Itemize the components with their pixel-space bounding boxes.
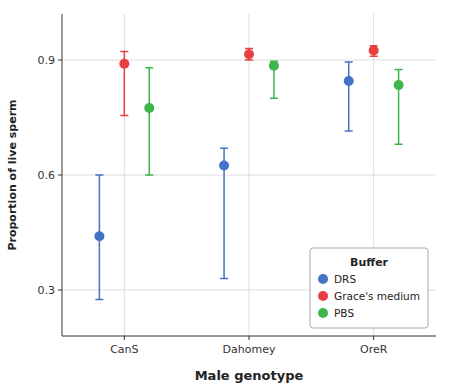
y-tick-label: 0.6 <box>38 169 56 182</box>
y-tick <box>58 175 62 176</box>
point <box>269 61 279 71</box>
x-grid-line <box>249 14 250 336</box>
point <box>219 160 229 170</box>
error-bar <box>370 46 378 56</box>
x-tick <box>124 336 125 340</box>
legend-box <box>310 248 428 328</box>
legend-marker <box>318 274 328 284</box>
error-bar <box>95 175 103 300</box>
y-tick-label: 0.3 <box>38 284 56 297</box>
series <box>144 61 403 175</box>
point <box>344 76 354 86</box>
error-bar <box>270 61 278 98</box>
point <box>244 49 254 59</box>
y-axis-label: Proportion of live sperm <box>6 99 19 250</box>
x-tick <box>373 336 374 340</box>
legend: Buffer DRS Grace's medium PBS <box>310 248 428 328</box>
legend-marker <box>318 308 328 318</box>
legend-label: PBS <box>334 307 354 319</box>
legend-marker <box>318 291 328 301</box>
error-bar <box>345 62 353 131</box>
point <box>394 80 404 90</box>
grid <box>62 14 436 336</box>
point <box>119 59 129 69</box>
legend-label: Grace's medium <box>334 290 420 302</box>
y-tick <box>58 290 62 291</box>
x-tick-label: OreR <box>360 343 388 356</box>
point <box>369 45 379 55</box>
x-axis-label: Male genotype <box>195 368 304 383</box>
error-bar <box>220 148 228 278</box>
x-tick-label: CanS <box>110 343 138 356</box>
y-tick-label: 0.9 <box>38 54 56 67</box>
axes: 0.3 0.6 0.9 CanS Dahomey OreR <box>38 14 437 356</box>
point <box>94 231 104 241</box>
series <box>119 45 378 115</box>
error-bar <box>395 70 403 145</box>
y-tick <box>58 60 62 61</box>
error-bar <box>145 68 153 175</box>
marks <box>94 45 403 299</box>
error-bar <box>245 49 253 61</box>
x-tick <box>249 336 250 340</box>
legend-label: DRS <box>334 273 356 285</box>
chart: 0.3 0.6 0.9 CanS Dahomey OreR Male genotype Pro… <box>0 0 450 390</box>
legend-title: Buffer <box>350 256 389 269</box>
x-tick-label: Dahomey <box>223 343 276 356</box>
point <box>144 103 154 113</box>
